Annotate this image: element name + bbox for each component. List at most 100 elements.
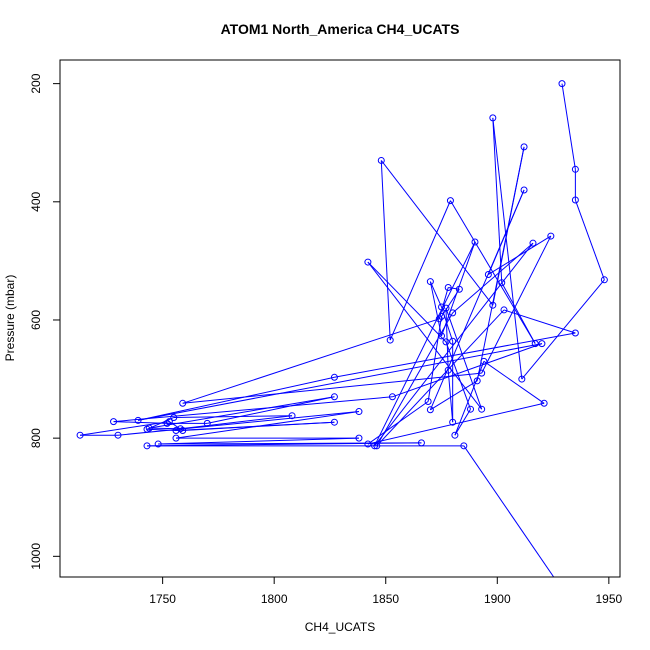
series-line-segment (429, 281, 443, 337)
data-point (520, 186, 528, 194)
data-point (134, 416, 142, 424)
series-line-segment (367, 261, 483, 410)
x-axis-label: CH4_UCATS (305, 620, 375, 634)
data-point (489, 114, 497, 122)
data-point (478, 369, 486, 377)
series-line-segment (487, 189, 525, 275)
data-point (455, 285, 463, 293)
data-point (143, 442, 151, 450)
series-line-segment (80, 421, 170, 436)
series-layer (76, 80, 608, 589)
data-point (355, 408, 363, 416)
data-point (520, 143, 528, 151)
data-point (364, 440, 372, 448)
data-point (424, 398, 432, 406)
series-line-segment (376, 309, 505, 447)
series-line-segment (376, 312, 454, 447)
series-line-segment (182, 318, 440, 404)
data-point (467, 405, 475, 413)
series-line-segment (367, 261, 447, 343)
series-line-segment (207, 396, 335, 424)
data-point (557, 583, 563, 589)
data-point (110, 418, 118, 426)
x-tick-label: 1950 (595, 592, 622, 606)
data-point (172, 434, 180, 442)
data-point (449, 337, 457, 345)
data-point (540, 399, 548, 407)
data-point (531, 340, 539, 348)
series-line-segment (429, 281, 442, 308)
data-point (435, 315, 443, 323)
data-point (388, 393, 396, 401)
y-axis: 200 400 600 800 1000 (29, 73, 60, 570)
data-point (114, 431, 122, 439)
data-point (460, 442, 468, 450)
data-point (529, 239, 537, 247)
data-point (355, 434, 363, 442)
series-line-segment (441, 241, 476, 337)
series-line-segment (430, 380, 478, 411)
data-point (444, 283, 452, 291)
series-line-segment (180, 415, 293, 430)
data-point (438, 332, 446, 340)
data-point (371, 442, 379, 450)
plot-region (76, 80, 608, 589)
y-tick-label: 200 (29, 73, 43, 93)
series-line-segment (380, 160, 391, 341)
series-line-segment (158, 437, 359, 445)
y-axis-label: Pressure (mbar) (3, 275, 17, 362)
data-point (478, 405, 486, 413)
data-point (473, 377, 481, 385)
series-line-segment (367, 402, 545, 445)
chart-title: ATOM1 North_America CH4_UCATS (221, 21, 460, 37)
data-point (571, 196, 579, 204)
data-point (538, 340, 546, 348)
y-tick-label: 600 (29, 310, 43, 330)
series-line-segment (454, 361, 485, 436)
data-point (500, 306, 508, 314)
data-point (176, 425, 184, 433)
data-point (154, 440, 162, 448)
series-line-segment (173, 415, 293, 418)
x-tick-label: 1800 (261, 592, 288, 606)
series-line-segment (483, 360, 545, 404)
data-point (600, 276, 608, 284)
data-point (170, 413, 178, 421)
plot-frame (59, 59, 621, 578)
data-point (442, 338, 450, 346)
data-point (163, 419, 171, 427)
x-tick-label: 1900 (484, 592, 511, 606)
data-point (426, 278, 434, 286)
data-point (480, 357, 488, 365)
y-tick-label: 400 (29, 191, 43, 211)
series-line-segment (492, 117, 503, 283)
series-line-segment (445, 341, 471, 410)
series-line-segment (137, 376, 335, 421)
x-tick-label: 1750 (149, 592, 176, 606)
data-point (471, 238, 479, 246)
data-point (571, 329, 579, 337)
data-point (426, 406, 434, 414)
data-point (364, 258, 372, 266)
series-line-segment (389, 200, 451, 341)
data-point (449, 309, 457, 317)
series-line-segment (137, 343, 543, 421)
data-point (330, 393, 338, 401)
series-line-segment (454, 408, 471, 436)
data-point (417, 439, 425, 447)
y-tick-label: 1000 (29, 543, 43, 570)
data-point (451, 431, 459, 439)
data-point (179, 399, 187, 407)
data-point (165, 418, 173, 426)
data-point (76, 431, 84, 439)
data-point (446, 197, 454, 205)
y-tick-label: 800 (29, 428, 43, 448)
series-line-segment (503, 309, 576, 334)
data-point (518, 375, 526, 383)
series-line-segment (447, 370, 454, 423)
data-point (558, 80, 566, 88)
series-line-segment (392, 343, 543, 398)
series-line-segment (452, 242, 534, 314)
series-line-segment (380, 160, 494, 306)
data-point (484, 270, 492, 278)
